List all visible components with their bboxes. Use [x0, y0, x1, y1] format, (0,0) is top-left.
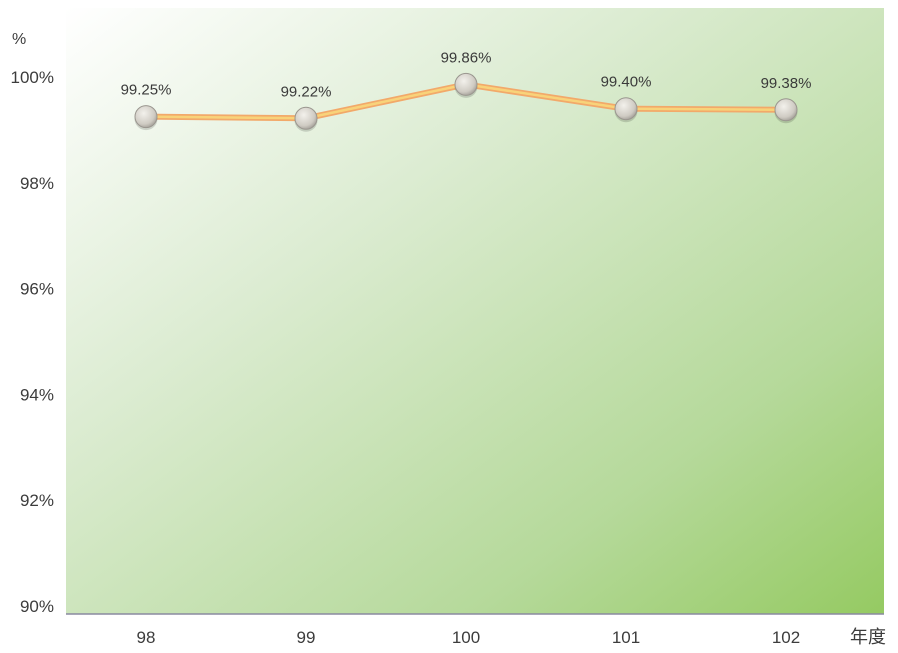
y-tick-label: 96%: [20, 280, 54, 299]
y-axis-unit: %: [12, 31, 26, 48]
data-point: [454, 72, 478, 96]
x-tick-label: 101: [612, 628, 640, 647]
data-label: 99.38%: [761, 75, 812, 92]
y-tick-label: 98%: [20, 174, 54, 193]
data-point: [614, 97, 638, 121]
data-point: [774, 98, 798, 122]
data-label: 99.86%: [441, 49, 492, 66]
x-axis-unit: 年度: [850, 627, 886, 648]
x-tick-label: 98: [137, 628, 156, 647]
y-tick-label: 90%: [20, 597, 54, 616]
data-point: [134, 105, 158, 129]
y-tick-label: 92%: [20, 491, 54, 510]
y-tick-label: 94%: [20, 385, 54, 404]
x-tick-label: 102: [772, 628, 800, 647]
data-label: 99.40%: [601, 74, 652, 91]
x-tick-label: 99: [297, 628, 316, 647]
x-tick-label: 100: [452, 628, 480, 647]
y-tick-label: 100%: [11, 68, 54, 87]
x-axis-ticks: 98 99 100 101 102: [137, 628, 801, 647]
plot-background: [66, 8, 884, 614]
y-axis-ticks: 90% 92% 94% 96% 98% 100%: [11, 68, 54, 616]
data-point: [294, 106, 318, 130]
data-label: 99.25%: [121, 82, 172, 99]
series-markers: [134, 72, 798, 132]
data-label: 99.22%: [281, 83, 332, 100]
data-labels: 99.25% 99.22% 99.86% 99.40% 99.38%: [121, 49, 812, 100]
